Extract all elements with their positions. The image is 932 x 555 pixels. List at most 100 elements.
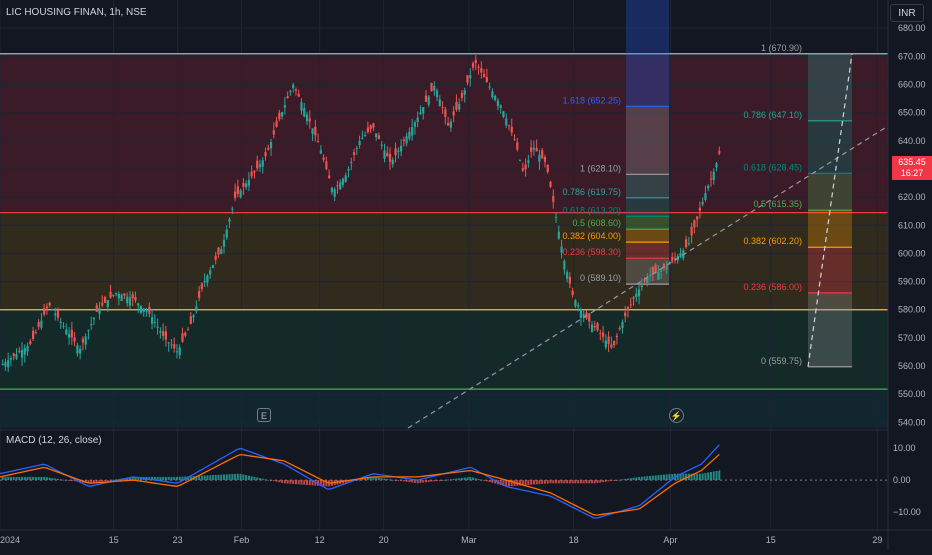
macd-histogram-bar: [189, 476, 192, 481]
macd-histogram-bar: [175, 476, 178, 481]
fib-extension-right[interactable]: 1 (670.90) 0.786 (647.10) 0.618 (628.45) 0.…: [743, 43, 852, 368]
macd-histogram-bar: [629, 478, 632, 481]
candle-body: [693, 220, 696, 228]
macd-histogram-bar: [530, 480, 533, 485]
candle-body: [449, 121, 452, 128]
macd-histogram-bar: [543, 480, 546, 484]
macd-histogram-bar: [460, 477, 463, 481]
last-price: 635.45: [898, 157, 926, 167]
macd-histogram-bar: [447, 479, 450, 481]
fib2-label-6: 0 (559.75): [761, 356, 802, 366]
macd-histogram-bar: [491, 480, 494, 483]
macd-histogram-bar: [397, 480, 400, 481]
candle-body: [433, 86, 436, 91]
candle-body: [510, 126, 513, 133]
macd-histogram-bar: [34, 476, 37, 481]
candle-body: [211, 265, 215, 268]
macd-histogram-bar: [483, 480, 486, 481]
macd-tick-1: 0.00: [893, 475, 911, 485]
candle-body: [139, 305, 143, 313]
candle-body: [109, 291, 112, 298]
macd-histogram-bar: [660, 474, 663, 481]
candle-body: [153, 321, 156, 323]
macd-title[interactable]: MACD (12, 26, close): [6, 435, 102, 446]
macd-histogram-bar: [206, 475, 209, 481]
fib-extension-left[interactable]: 2.618 (691.25)1.618 (652.25)1 (628.10)0.…: [562, 0, 669, 285]
macd-histogram-bar: [104, 480, 107, 481]
macd-histogram-bar: [458, 478, 461, 481]
candle-body: [275, 120, 278, 127]
macd-histogram-bar: [101, 480, 104, 482]
candle-body: [643, 279, 646, 282]
candle-body: [377, 135, 381, 140]
macd-histogram-bar: [643, 476, 646, 481]
candle-body: [438, 99, 441, 107]
candle-body: [563, 260, 566, 270]
macd-histogram-bar: [469, 476, 472, 481]
dividend-flash-icon[interactable]: ⚡: [669, 408, 684, 423]
candle-body: [577, 304, 580, 307]
candle-body: [560, 246, 563, 253]
macd-histogram-bar: [355, 480, 358, 481]
macd-histogram-bar: [718, 470, 721, 481]
candle-body: [178, 347, 181, 356]
macd-histogram-bar: [314, 480, 317, 486]
candle-body: [48, 302, 51, 306]
price-tick-9: 590.00: [898, 277, 926, 287]
macd-histogram-bar: [698, 473, 701, 481]
fib1-label-2: 1 (628.10): [580, 163, 621, 173]
macd-histogram-bar: [48, 477, 51, 481]
candle-body: [286, 96, 289, 99]
candle-body: [538, 154, 541, 162]
zone-3: [0, 389, 888, 428]
symbol-title[interactable]: LIC HOUSING FINAN, 1h, NSE: [6, 7, 147, 18]
macd-tick-0: 10.00: [893, 443, 916, 453]
macd-histogram-bar: [701, 473, 704, 481]
earnings-icon[interactable]: E: [257, 408, 271, 422]
macd-histogram-bar: [112, 479, 115, 481]
fib2-label-2: 0.618 (628.45): [743, 162, 802, 172]
candle-body: [300, 102, 303, 111]
macd-histogram-bar: [153, 476, 156, 481]
candle-body: [189, 316, 192, 325]
candle-body: [142, 308, 145, 312]
macd-histogram-bar: [640, 476, 643, 481]
candle-body: [126, 296, 129, 304]
macd-histogram-bar: [225, 474, 228, 481]
macd-histogram-bar: [62, 479, 65, 481]
macd-histogram-bar: [32, 476, 35, 481]
macd-tick-2: −10.00: [893, 507, 921, 517]
fib2-label-4: 0.382 (602.20): [743, 236, 802, 246]
fib2-label-1: 0.786 (647.10): [743, 110, 802, 120]
candle-body: [37, 322, 40, 327]
candle-body: [281, 112, 284, 117]
macd-histogram-bar: [679, 473, 682, 481]
candle-body: [40, 320, 43, 328]
candle-body: [347, 168, 350, 171]
candle-body: [164, 331, 168, 340]
time-tick-6: Mar: [461, 535, 477, 545]
candle-body: [81, 338, 85, 343]
candle-body: [62, 325, 65, 327]
macd-histogram-bar: [463, 477, 466, 481]
price-tick-4: 640.00: [898, 136, 926, 146]
macd-histogram-bar: [137, 476, 140, 481]
macd-histogram-bar: [441, 480, 444, 481]
macd-histogram-bar: [15, 476, 18, 481]
candle-body: [26, 346, 29, 352]
macd-histogram-bar: [261, 478, 264, 481]
currency-badge[interactable]: INR: [890, 4, 924, 22]
trend-line-group[interactable]: [407, 53, 889, 429]
candle-body: [159, 331, 162, 333]
candle-body: [336, 185, 339, 187]
candle-body: [9, 358, 13, 360]
macd-histogram-bar: [472, 477, 475, 481]
candle-body: [170, 344, 173, 346]
candle-body: [709, 178, 713, 180]
macd-histogram-bar: [70, 480, 73, 481]
macd-histogram-bar: [615, 480, 618, 481]
candle-body: [485, 77, 488, 82]
macd-group: [0, 429, 888, 519]
candle-body: [707, 185, 710, 189]
